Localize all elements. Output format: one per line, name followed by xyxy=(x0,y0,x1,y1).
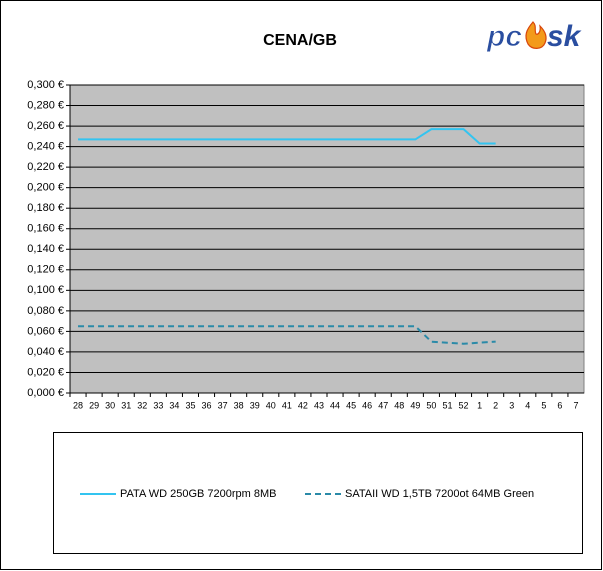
x-tick-label: 51 xyxy=(442,400,452,410)
x-tick-label: 43 xyxy=(314,400,324,410)
y-tick-label: 0,260 € xyxy=(27,120,64,132)
legend-label: SATAII WD 1,5TB 7200ot 64MB Green xyxy=(345,488,534,500)
x-tick-label: 29 xyxy=(89,400,99,410)
series-line xyxy=(78,128,496,145)
x-tick-label: 39 xyxy=(250,400,260,410)
x-tick-label: 46 xyxy=(362,400,372,410)
y-tick-label: 0,300 € xyxy=(27,79,64,91)
legend-label: PATA WD 250GB 7200rpm 8MB xyxy=(120,488,277,500)
y-tick-label: 0,180 € xyxy=(27,202,64,214)
y-tick-label: 0,120 € xyxy=(27,264,64,276)
y-tick-label: 0,220 € xyxy=(27,161,64,173)
x-tick-label: 49 xyxy=(410,400,420,410)
x-tick-label: 6 xyxy=(557,400,562,410)
y-tick-label: 0,140 € xyxy=(27,243,64,255)
y-tick-label: 0,000 € xyxy=(27,387,64,399)
x-tick-label: 5 xyxy=(541,400,546,410)
x-tick-label: 44 xyxy=(330,400,340,410)
x-tick-label: 3 xyxy=(509,400,514,410)
x-tick-label: 47 xyxy=(378,400,388,410)
x-tick-label: 31 xyxy=(121,400,131,410)
x-tick-label: 45 xyxy=(346,400,356,410)
y-tick-label: 0,160 € xyxy=(27,223,64,235)
x-tick-label: 36 xyxy=(202,400,212,410)
x-tick-label: 50 xyxy=(426,400,436,410)
x-tick-label: 37 xyxy=(218,400,228,410)
y-tick-label: 0,100 € xyxy=(27,284,64,296)
y-tick-label: 0,280 € xyxy=(27,99,64,111)
x-tick-label: 7 xyxy=(573,400,578,410)
x-tick-label: 4 xyxy=(525,400,530,410)
chart-title: CENA/GB xyxy=(263,32,337,49)
y-tick-label: 0,020 € xyxy=(27,366,64,378)
x-tick-label: 28 xyxy=(73,400,83,410)
x-tick-label: 32 xyxy=(137,400,147,410)
y-tick-label: 0,200 € xyxy=(27,182,64,194)
x-tick-label: 2 xyxy=(493,400,498,410)
x-tick-label: 52 xyxy=(459,400,469,410)
logo-right: sk xyxy=(547,20,582,53)
x-tick-label: 30 xyxy=(105,400,115,410)
y-tick-label: 0,080 € xyxy=(27,305,64,317)
logo-flame xyxy=(525,21,547,49)
x-tick-label: 41 xyxy=(282,400,292,410)
logo-left: pc xyxy=(486,20,522,53)
x-tick-label: 33 xyxy=(153,400,163,410)
x-tick-label: 35 xyxy=(185,400,195,410)
x-tick-label: 34 xyxy=(169,400,179,410)
y-tick-label: 0,060 € xyxy=(27,325,64,337)
x-tick-label: 42 xyxy=(298,400,308,410)
plot-area xyxy=(69,84,585,394)
y-tick-label: 0,040 € xyxy=(27,346,64,358)
series-line xyxy=(78,325,496,345)
logo: pc sk xyxy=(486,19,582,53)
y-tick-label: 0,240 € xyxy=(27,141,64,153)
x-tick-label: 40 xyxy=(266,400,276,410)
x-tick-label: 38 xyxy=(234,400,244,410)
x-tick-label: 48 xyxy=(394,400,404,410)
x-tick-label: 1 xyxy=(477,400,482,410)
